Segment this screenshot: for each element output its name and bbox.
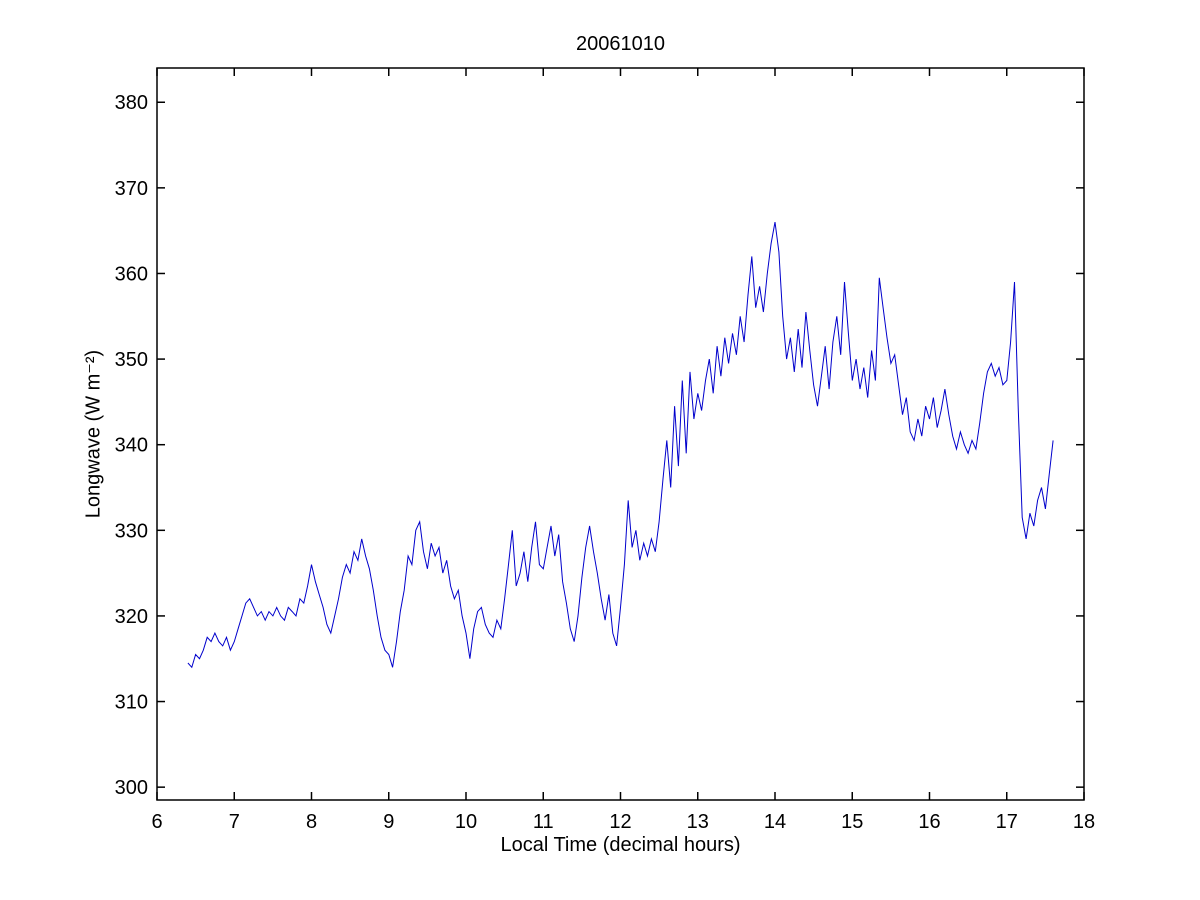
chart-title: 20061010 — [576, 33, 665, 55]
x-tick-label: 14 — [764, 811, 786, 833]
x-tick-label: 18 — [1073, 811, 1095, 833]
x-axis-label: Local Time (decimal hours) — [500, 834, 741, 856]
y-tick-label: 320 — [115, 606, 148, 628]
y-tick-label: 370 — [115, 178, 148, 200]
y-tick-label: 380 — [115, 92, 148, 114]
x-tick-label: 15 — [841, 811, 863, 833]
y-tick-label: 360 — [115, 263, 148, 285]
x-tick-label: 13 — [687, 811, 709, 833]
y-tick-label: 340 — [115, 435, 148, 457]
y-tick-label: 330 — [115, 520, 148, 542]
x-tick-label: 17 — [996, 811, 1018, 833]
x-tick-label: 9 — [383, 811, 394, 833]
y-tick-label: 300 — [115, 777, 148, 799]
x-tick-label: 6 — [151, 811, 162, 833]
y-tick-label: 310 — [115, 692, 148, 714]
x-tick-label: 7 — [229, 811, 240, 833]
y-tick-label: 350 — [115, 349, 148, 371]
x-tick-label: 11 — [533, 811, 554, 833]
x-tick-label: 12 — [609, 811, 631, 833]
x-tick-label: 10 — [455, 811, 477, 833]
x-tick-label: 8 — [306, 811, 317, 833]
x-tick-label: 16 — [918, 811, 940, 833]
line-series — [187, 222, 1054, 669]
axes-box — [156, 67, 1085, 801]
